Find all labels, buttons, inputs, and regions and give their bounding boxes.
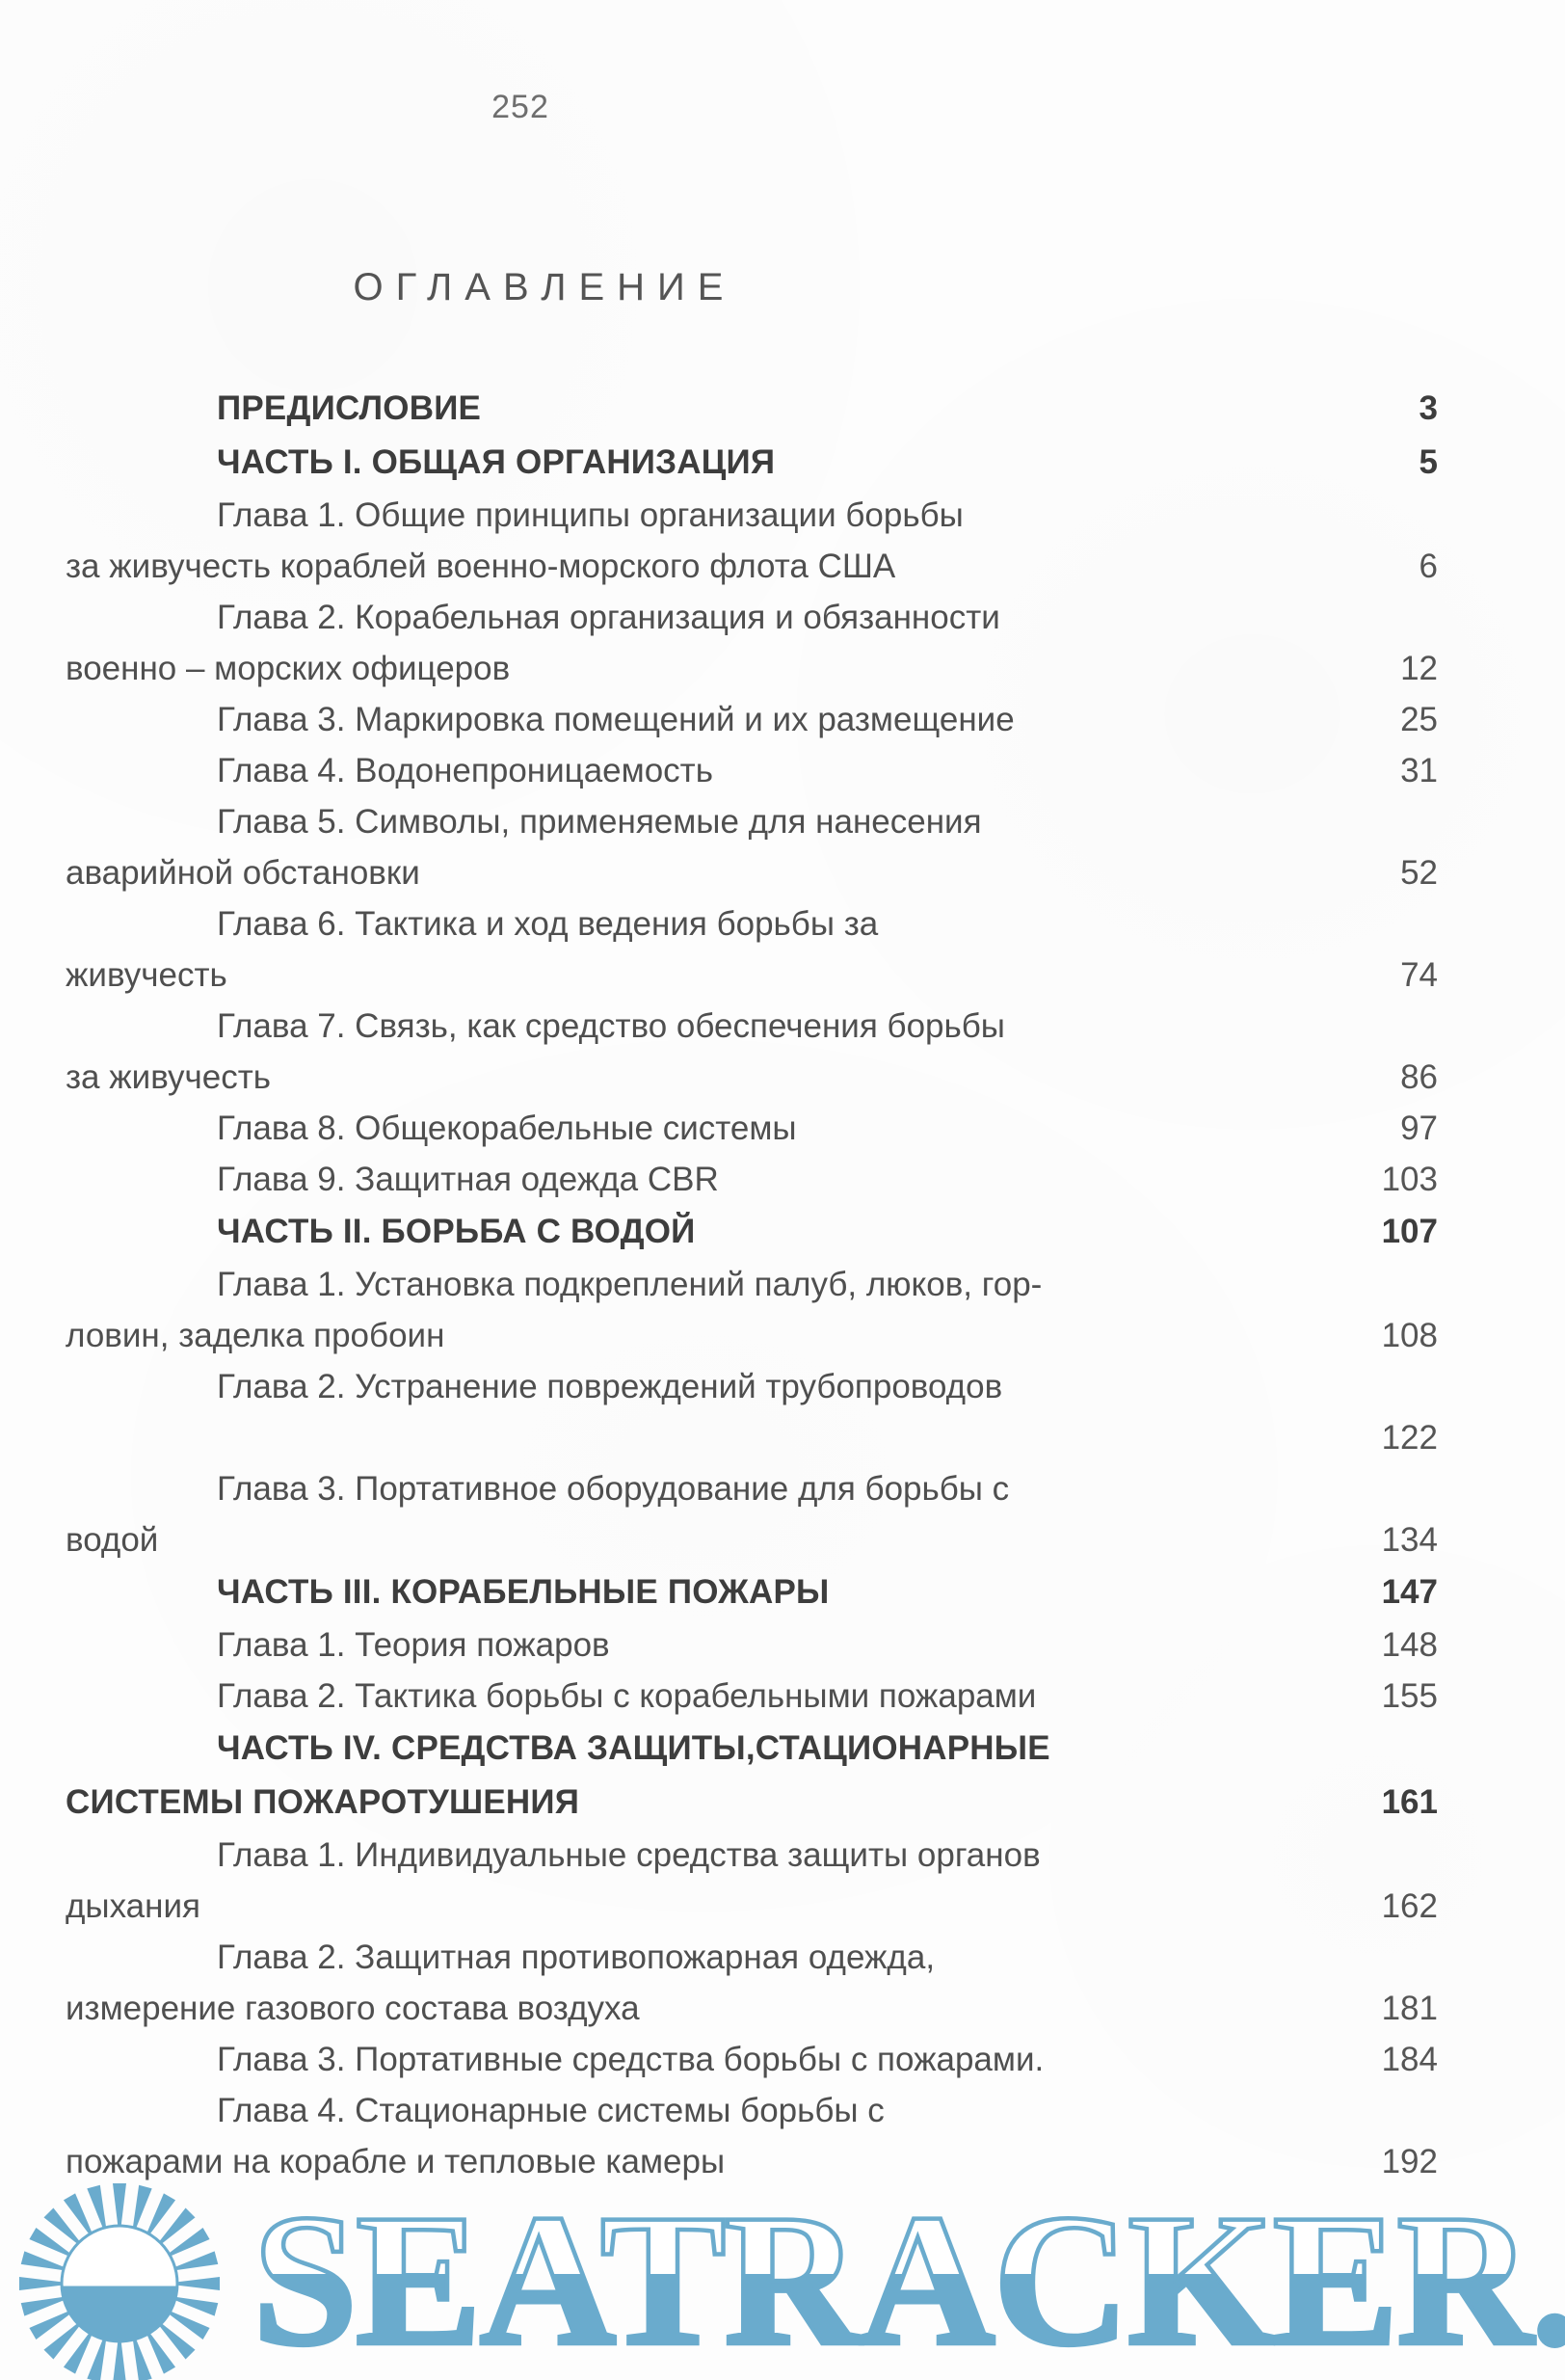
toc-chapter-label: Глава 2. Тактика борьбы с корабельными п…	[217, 1677, 1037, 1715]
toc-entry-line[interactable]: СИСТЕМЫ ПОЖАРОТУШЕНИЯ 161	[0, 1776, 1565, 1830]
toc-page-number: 103	[1381, 1161, 1438, 1198]
toc-page-number: 122	[1381, 1419, 1438, 1457]
sun-burst-icon	[19, 2183, 220, 2380]
toc-page-number: 181	[1381, 1990, 1438, 2027]
toc-entry-line[interactable]: Глава 2. Защитная противопожарная одежда…	[0, 1932, 1565, 1983]
toc-part-label: ЧАСТЬ I. ОБЩАЯ ОРГАНИЗАЦИЯ	[217, 443, 776, 481]
toc-chapter-label: Глава 8. Общекорабельные системы	[217, 1110, 797, 1147]
toc-page-number: 107	[1381, 1213, 1438, 1250]
toc-entry-line[interactable]: Глава 9. Защитная одежда CBR 103	[0, 1154, 1565, 1205]
toc-chapter-label: Глава 1. Индивидуальные средства защиты …	[217, 1836, 1041, 1874]
toc-chapter-label: Глава 3. Портативные средства борьбы с п…	[217, 2041, 1045, 2078]
toc-chapter-label: измерение газового состава воздуха	[66, 1990, 640, 2027]
toc-chapter-label: Глава 9. Защитная одежда CBR	[217, 1161, 719, 1198]
toc-chapter-label: водой	[66, 1521, 159, 1559]
page-number: 252	[491, 89, 549, 125]
toc-entry-line[interactable]: ПРЕДИСЛОВИЕ 3	[0, 382, 1565, 436]
toc-page-number: 3	[1419, 389, 1438, 427]
watermark-text: SEATRACKER.RU	[252, 2178, 1565, 2380]
toc-entry-line[interactable]: ЧАСТЬ II. БОРЬБА С ВОДОЙ 107	[0, 1205, 1565, 1259]
toc-page-number: 74	[1400, 956, 1438, 994]
toc-entry-line[interactable]: ловин, заделка пробоин 108	[0, 1310, 1565, 1361]
toc-entry-line[interactable]: Глава 4. Водонепроницаемость 31	[0, 745, 1565, 796]
toc-entry-line[interactable]: водой 134	[0, 1514, 1565, 1565]
toc-chapter-label: живучесть	[66, 956, 227, 994]
toc-page-number: 162	[1381, 1887, 1438, 1925]
toc-page-number: 155	[1381, 1677, 1438, 1715]
toc-part-label: ЧАСТЬ IV. СРЕДСТВА ЗАЩИТЫ,СТАЦИОНАРНЫЕ	[217, 1729, 1050, 1767]
toc-entry-line[interactable]: дыхания 162	[0, 1881, 1565, 1932]
toc-entry-line[interactable]: ЧАСТЬ III. КОРАБЕЛЬНЫЕ ПОЖАРЫ 147	[0, 1565, 1565, 1619]
toc-page-number: 25	[1400, 701, 1438, 738]
toc-page-number: 52	[1400, 854, 1438, 892]
toc-page-number: 5	[1419, 443, 1438, 481]
toc-part-label: СИСТЕМЫ ПОЖАРОТУШЕНИЯ	[66, 1783, 580, 1821]
toc-entry-line[interactable]: Глава 3. Маркировка помещений и их разме…	[0, 694, 1565, 745]
toc-chapter-label: за живучесть	[66, 1058, 271, 1096]
toc-page-number: 6	[1419, 548, 1438, 585]
toc-chapter-label: Глава 2. Защитная противопожарная одежда…	[217, 1939, 936, 1976]
toc-chapter-label: военно – морских офицеров	[66, 650, 511, 687]
toc-page-number: 148	[1381, 1626, 1438, 1664]
toc-chapter-label: Глава 2. Устранение повреждений трубопро…	[217, 1368, 1003, 1405]
toc-page-number: 184	[1381, 2041, 1438, 2078]
toc-entry-line[interactable]: Глава 1. Теория пожаров 148	[0, 1619, 1565, 1671]
toc-page-number: 108	[1381, 1317, 1438, 1354]
toc-entry-line[interactable]: ЧАСТЬ IV. СРЕДСТВА ЗАЩИТЫ,СТАЦИОНАРНЫЕ	[0, 1722, 1565, 1776]
toc-entry-line[interactable]: за живучесть 86	[0, 1052, 1565, 1103]
toc-page-number: 134	[1381, 1521, 1438, 1559]
toc-entry-line[interactable]: Глава 2. Тактика борьбы с корабельными п…	[0, 1671, 1565, 1722]
toc-entry-line[interactable]: Глава 2. Корабельная организация и обяза…	[0, 592, 1565, 643]
toc-entry-line[interactable]: измерение газового состава воздуха 181	[0, 1983, 1565, 2034]
toc-part-label: ЧАСТЬ III. КОРАБЕЛЬНЫЕ ПОЖАРЫ	[217, 1573, 830, 1611]
toc-page-number: 31	[1400, 752, 1438, 789]
toc-entry-line[interactable]: аварийной обстановки 52	[0, 847, 1565, 898]
toc-entry-line[interactable]: 122	[0, 1412, 1565, 1463]
toc-entry-line[interactable]: Глава 5. Символы, применяемые для нанесе…	[0, 796, 1565, 847]
toc-chapter-label: Глава 4. Стационарные системы борьбы с	[217, 2092, 885, 2129]
page-title: ОГЛАВЛЕНИЕ	[353, 266, 736, 308]
toc-part-label: ЧАСТЬ II. БОРЬБА С ВОДОЙ	[217, 1213, 696, 1250]
toc-chapter-label: Глава 3. Маркировка помещений и их разме…	[217, 701, 1015, 738]
toc-entry-line[interactable]: Глава 3. Портативное оборудование для бо…	[0, 1463, 1565, 1514]
toc-entry-line[interactable]: Глава 4. Стационарные системы борьбы с	[0, 2085, 1565, 2136]
toc-page-number: 147	[1381, 1573, 1438, 1611]
toc-chapter-label: Глава 1. Установка подкреплений палуб, л…	[217, 1266, 1043, 1303]
toc-chapter-label: Глава 7. Связь, как средство обеспечения…	[217, 1007, 1005, 1045]
toc-entry-line[interactable]: Глава 1. Общие принципы организации борь…	[0, 490, 1565, 541]
toc-entry-line[interactable]: Глава 2. Устранение повреждений трубопро…	[0, 1361, 1565, 1412]
toc-entry-line[interactable]: Глава 8. Общекорабельные системы 97	[0, 1103, 1565, 1154]
toc-chapter-label: дыхания	[66, 1887, 200, 1925]
toc-page-number: 12	[1400, 650, 1438, 687]
toc-entry-line[interactable]: пожарами на корабле и тепловые камеры 192	[0, 2136, 1565, 2187]
toc-chapter-label: Глава 2. Корабельная организация и обяза…	[217, 599, 1000, 636]
watermark: SEATRACKER.RU	[0, 2178, 1565, 2380]
toc-entry-line[interactable]: Глава 3. Портативные средства борьбы с п…	[0, 2034, 1565, 2085]
toc-page-number: 86	[1400, 1058, 1438, 1096]
table-of-contents: ПРЕДИСЛОВИЕ 3 ЧАСТЬ I. ОБЩАЯ ОРГАНИЗАЦИЯ 5 Г…	[0, 382, 1565, 2187]
toc-chapter-label: аварийной обстановки	[66, 854, 420, 892]
toc-chapter-label: за живучесть кораблей военно-морского фл…	[66, 548, 896, 585]
toc-entry-line[interactable]: Глава 1. Установка подкреплений палуб, л…	[0, 1259, 1565, 1310]
toc-entry-line[interactable]: Глава 6. Тактика и ход ведения борьбы за	[0, 898, 1565, 949]
toc-chapter-label: Глава 5. Символы, применяемые для нанесе…	[217, 803, 982, 841]
toc-chapter-label: Глава 1. Общие принципы организации борь…	[217, 496, 964, 534]
toc-entry-line[interactable]: живучесть 74	[0, 949, 1565, 1001]
toc-chapter-label: Глава 4. Водонепроницаемость	[217, 752, 713, 789]
toc-chapter-label: Глава 1. Теория пожаров	[217, 1626, 610, 1664]
toc-chapter-label: Глава 6. Тактика и ход ведения борьбы за	[217, 905, 879, 943]
toc-page-number: 161	[1381, 1783, 1438, 1821]
toc-page-number: 97	[1400, 1110, 1438, 1147]
toc-page-number: 192	[1381, 2143, 1438, 2180]
toc-entry-line[interactable]: за живучесть кораблей военно-морского фл…	[0, 541, 1565, 592]
toc-chapter-label: Глава 3. Портативное оборудование для бо…	[217, 1470, 1010, 1508]
toc-chapter-label: ловин, заделка пробоин	[66, 1317, 445, 1354]
toc-entry-line[interactable]: ЧАСТЬ I. ОБЩАЯ ОРГАНИЗАЦИЯ 5	[0, 436, 1565, 490]
toc-part-label: ПРЕДИСЛОВИЕ	[217, 389, 482, 427]
toc-entry-line[interactable]: Глава 1. Индивидуальные средства защиты …	[0, 1830, 1565, 1881]
toc-entry-line[interactable]: Глава 7. Связь, как средство обеспечения…	[0, 1001, 1565, 1052]
toc-chapter-label: пожарами на корабле и тепловые камеры	[66, 2143, 726, 2180]
toc-entry-line[interactable]: военно – морских офицеров 12	[0, 643, 1565, 694]
